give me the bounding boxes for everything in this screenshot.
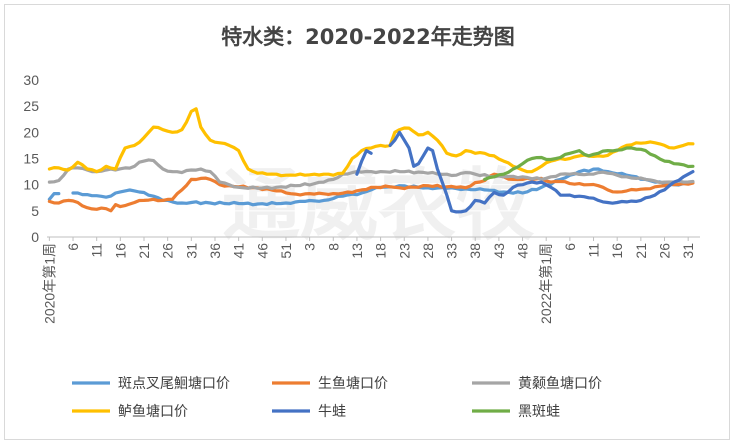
legend-label: 鲈鱼塘口价	[118, 403, 188, 420]
legend-label: 黑斑蛙	[518, 404, 560, 420]
legend-label: 生鱼塘口价	[318, 375, 388, 392]
x-tick-label: 46	[254, 243, 270, 259]
x-tick-label: 2022年第1周	[538, 243, 554, 324]
x-tick-label: 11	[586, 243, 602, 258]
x-tick-label: 8	[325, 243, 341, 251]
y-tick-label: 20	[23, 124, 39, 140]
x-tick-label: 26	[657, 243, 673, 259]
y-tick-label: 10	[23, 177, 39, 193]
x-tick-label: 38	[467, 243, 483, 259]
y-tick-label: 0	[31, 229, 39, 245]
x-tick-label: 16	[112, 243, 128, 259]
x-tick-label: 51	[278, 243, 294, 259]
x-tick-label: 31	[680, 243, 696, 259]
x-tick-label: 31	[183, 243, 199, 259]
series-line-5	[483, 146, 695, 181]
x-tick-label: 21	[136, 243, 152, 259]
series-line-1	[47, 172, 695, 213]
y-tick-label: 25	[23, 98, 39, 114]
x-axis-ticks: 2020年第1周 6 11 16 21 26 31 36 41 46 51 3 8 13 18 23 28 33 3…	[41, 237, 696, 324]
x-tick-label: 11	[89, 243, 105, 258]
x-tick-label: 28	[420, 243, 436, 259]
series-lines	[47, 107, 695, 214]
y-tick-label: 30	[23, 72, 39, 88]
x-tick-label: 41	[231, 243, 247, 259]
x-tick-label: 26	[160, 243, 176, 259]
x-tick-label: 48	[515, 243, 531, 259]
chart-title: 特水类：2020-2022年走势图	[221, 25, 515, 49]
x-tick-label: 6	[65, 243, 81, 251]
x-tick-label: 23	[396, 243, 412, 259]
x-tick-label: 13	[349, 243, 365, 259]
x-tick-label: 18	[373, 243, 389, 259]
chart-frame	[4, 4, 730, 440]
y-tick-label: 5	[31, 203, 39, 219]
legend-label: 牛蛙	[318, 404, 346, 420]
x-tick-label: 33	[444, 243, 460, 259]
x-tick-label: 3	[302, 243, 318, 251]
x-tick-label: 43	[491, 243, 507, 259]
y-tick-label: 15	[23, 151, 39, 167]
series-line-2	[47, 158, 695, 191]
series-line-4	[355, 130, 695, 214]
y-axis-ticks: 0 5 10 15 20 25 30	[23, 72, 39, 245]
x-tick-label: 16	[609, 243, 625, 259]
x-tick-label: 36	[207, 243, 223, 259]
x-tick-label: 6	[562, 243, 578, 251]
legend-label: 黄颡鱼塘口价	[518, 375, 602, 392]
x-tick-label: 21	[633, 243, 649, 259]
x-tick-label: 2020年第1周	[41, 243, 57, 324]
legend-label: 斑点叉尾鮰塘口价	[118, 376, 230, 392]
